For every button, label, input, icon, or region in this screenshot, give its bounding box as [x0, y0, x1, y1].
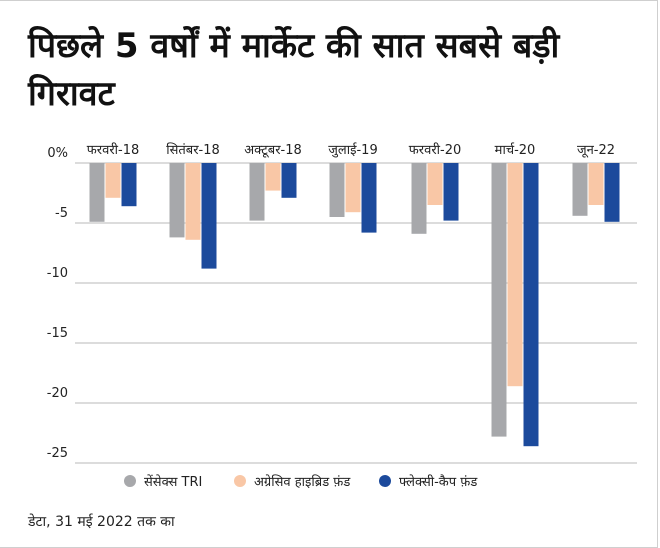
y-tick-label: -10: [47, 266, 68, 281]
bar: [361, 163, 377, 233]
bar: [572, 163, 588, 216]
bar: [604, 163, 620, 222]
y-tick-label: -15: [47, 326, 68, 341]
bar: [89, 163, 105, 222]
bar: [345, 163, 361, 213]
legend-label: फ्लेक्सी-कैप फ़ंड: [399, 474, 478, 490]
bar: [427, 163, 443, 205]
bar: [281, 163, 297, 198]
bar: [507, 163, 523, 387]
y-tick-label: -25: [47, 446, 68, 461]
bar: [201, 163, 217, 269]
legend-swatch: [234, 475, 246, 487]
x-category-label: मार्च-20: [495, 142, 536, 158]
y-tick-label: -5: [55, 206, 68, 221]
legend-label: सेंसेक्स TRI: [144, 474, 202, 490]
bar: [523, 163, 539, 447]
legend-swatch: [379, 475, 391, 487]
bar: [411, 163, 427, 234]
x-category-label: फरवरी-20: [409, 142, 462, 158]
x-category-label: जुलाई-19: [328, 142, 377, 158]
bar: [588, 163, 604, 205]
bar: [329, 163, 345, 217]
legend-label: अग्रेसिव हाइब्रिड फ़ंड: [254, 474, 351, 490]
bar: [169, 163, 185, 238]
chart-title: पिछले 5 वर्षों में मार्केट की सात सबसे ब…: [28, 26, 560, 114]
bar: [491, 163, 507, 437]
bar: [443, 163, 459, 221]
bar: [265, 163, 281, 191]
x-category-label: जून-22: [577, 143, 615, 158]
bar: [249, 163, 265, 221]
y-tick-label: 0%: [47, 146, 68, 161]
bar: [105, 163, 121, 198]
bar: [185, 163, 201, 240]
x-category-label: अक्टूबर-18: [244, 143, 302, 158]
x-category-label: सितंबर-18: [166, 142, 220, 158]
legend-swatch: [124, 475, 136, 487]
data-note: डेटा, 31 मई 2022 तक का: [28, 514, 175, 530]
bar: [121, 163, 137, 207]
y-tick-label: -20: [47, 386, 68, 401]
x-category-label: फरवरी-18: [87, 142, 140, 158]
